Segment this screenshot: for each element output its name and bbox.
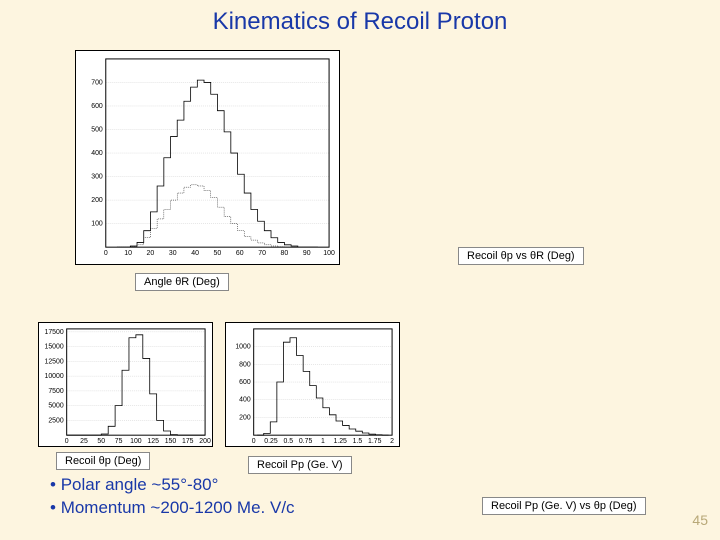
svg-text:100: 100 bbox=[91, 221, 103, 228]
svg-text:10000: 10000 bbox=[44, 373, 63, 380]
svg-text:0: 0 bbox=[65, 438, 69, 445]
svg-text:40: 40 bbox=[191, 250, 199, 257]
svg-text:17500: 17500 bbox=[44, 329, 63, 336]
svg-text:10: 10 bbox=[124, 250, 132, 257]
svg-text:1: 1 bbox=[321, 438, 325, 445]
svg-text:15000: 15000 bbox=[44, 344, 63, 351]
svg-text:0.75: 0.75 bbox=[299, 438, 313, 445]
label-recoil-pp-vs-theta-p: Recoil Pp (Ge. V) vs θp (Deg) bbox=[482, 497, 646, 515]
page-number: 45 bbox=[692, 512, 708, 528]
list-item: Momentum ~200-1200 Me. V/c bbox=[50, 497, 295, 520]
svg-text:0: 0 bbox=[104, 250, 108, 257]
list-item: Polar angle ~55°-80° bbox=[50, 474, 295, 497]
svg-text:20: 20 bbox=[147, 250, 155, 257]
svg-text:0.5: 0.5 bbox=[283, 438, 293, 445]
chart-recoil-theta-p: 2500 5000 7500 10000 12500 15000 17500 0 25 50 75… bbox=[38, 322, 213, 447]
svg-text:150: 150 bbox=[165, 438, 177, 445]
svg-text:100: 100 bbox=[130, 438, 142, 445]
svg-text:5000: 5000 bbox=[48, 403, 64, 410]
svg-text:1.75: 1.75 bbox=[368, 438, 382, 445]
svg-text:600: 600 bbox=[239, 379, 251, 386]
svg-text:60: 60 bbox=[236, 250, 244, 257]
svg-text:600: 600 bbox=[91, 103, 103, 110]
svg-text:100: 100 bbox=[323, 250, 335, 257]
chart-angle-theta-r: 100 200 300 400 500 600 700 0 10 20 30 40 50 60 70 80 9… bbox=[75, 50, 340, 265]
svg-text:50: 50 bbox=[214, 250, 222, 257]
svg-text:25: 25 bbox=[80, 438, 88, 445]
svg-text:500: 500 bbox=[91, 126, 103, 133]
svg-text:1.5: 1.5 bbox=[353, 438, 363, 445]
label-angle-theta-r: Angle θR (Deg) bbox=[135, 273, 229, 291]
svg-text:12500: 12500 bbox=[44, 358, 63, 365]
svg-text:1000: 1000 bbox=[235, 344, 251, 351]
svg-text:125: 125 bbox=[147, 438, 159, 445]
svg-text:175: 175 bbox=[182, 438, 194, 445]
svg-text:700: 700 bbox=[91, 79, 103, 86]
chart-recoil-pp: 200 400 600 800 1000 0 0.25 0.5 0.75 1 1.25 1.5 1.7… bbox=[225, 322, 400, 447]
svg-text:7500: 7500 bbox=[48, 388, 64, 395]
svg-text:2500: 2500 bbox=[48, 417, 64, 424]
svg-text:200: 200 bbox=[199, 438, 211, 445]
svg-text:1.25: 1.25 bbox=[333, 438, 347, 445]
page-title: Kinematics of Recoil Proton bbox=[0, 0, 720, 36]
label-recoil-theta-p-vs-theta-r: Recoil θp vs θR (Deg) bbox=[458, 247, 584, 265]
svg-text:90: 90 bbox=[303, 250, 311, 257]
label-recoil-pp: Recoil Pp (Ge. V) bbox=[248, 456, 352, 474]
bullet-list: Polar angle ~55°-80° Momentum ~200-1200 … bbox=[50, 474, 295, 520]
svg-text:0.25: 0.25 bbox=[264, 438, 278, 445]
svg-text:200: 200 bbox=[91, 197, 103, 204]
svg-text:400: 400 bbox=[239, 397, 251, 404]
svg-text:300: 300 bbox=[91, 174, 103, 181]
svg-text:2: 2 bbox=[390, 438, 394, 445]
svg-text:0: 0 bbox=[252, 438, 256, 445]
svg-text:75: 75 bbox=[115, 438, 123, 445]
svg-text:70: 70 bbox=[258, 250, 266, 257]
svg-text:30: 30 bbox=[169, 250, 177, 257]
svg-text:50: 50 bbox=[97, 438, 105, 445]
svg-text:400: 400 bbox=[91, 150, 103, 157]
svg-text:800: 800 bbox=[239, 361, 251, 368]
svg-text:200: 200 bbox=[239, 414, 251, 421]
svg-text:80: 80 bbox=[281, 250, 289, 257]
label-recoil-theta-p: Recoil θp (Deg) bbox=[56, 452, 150, 470]
